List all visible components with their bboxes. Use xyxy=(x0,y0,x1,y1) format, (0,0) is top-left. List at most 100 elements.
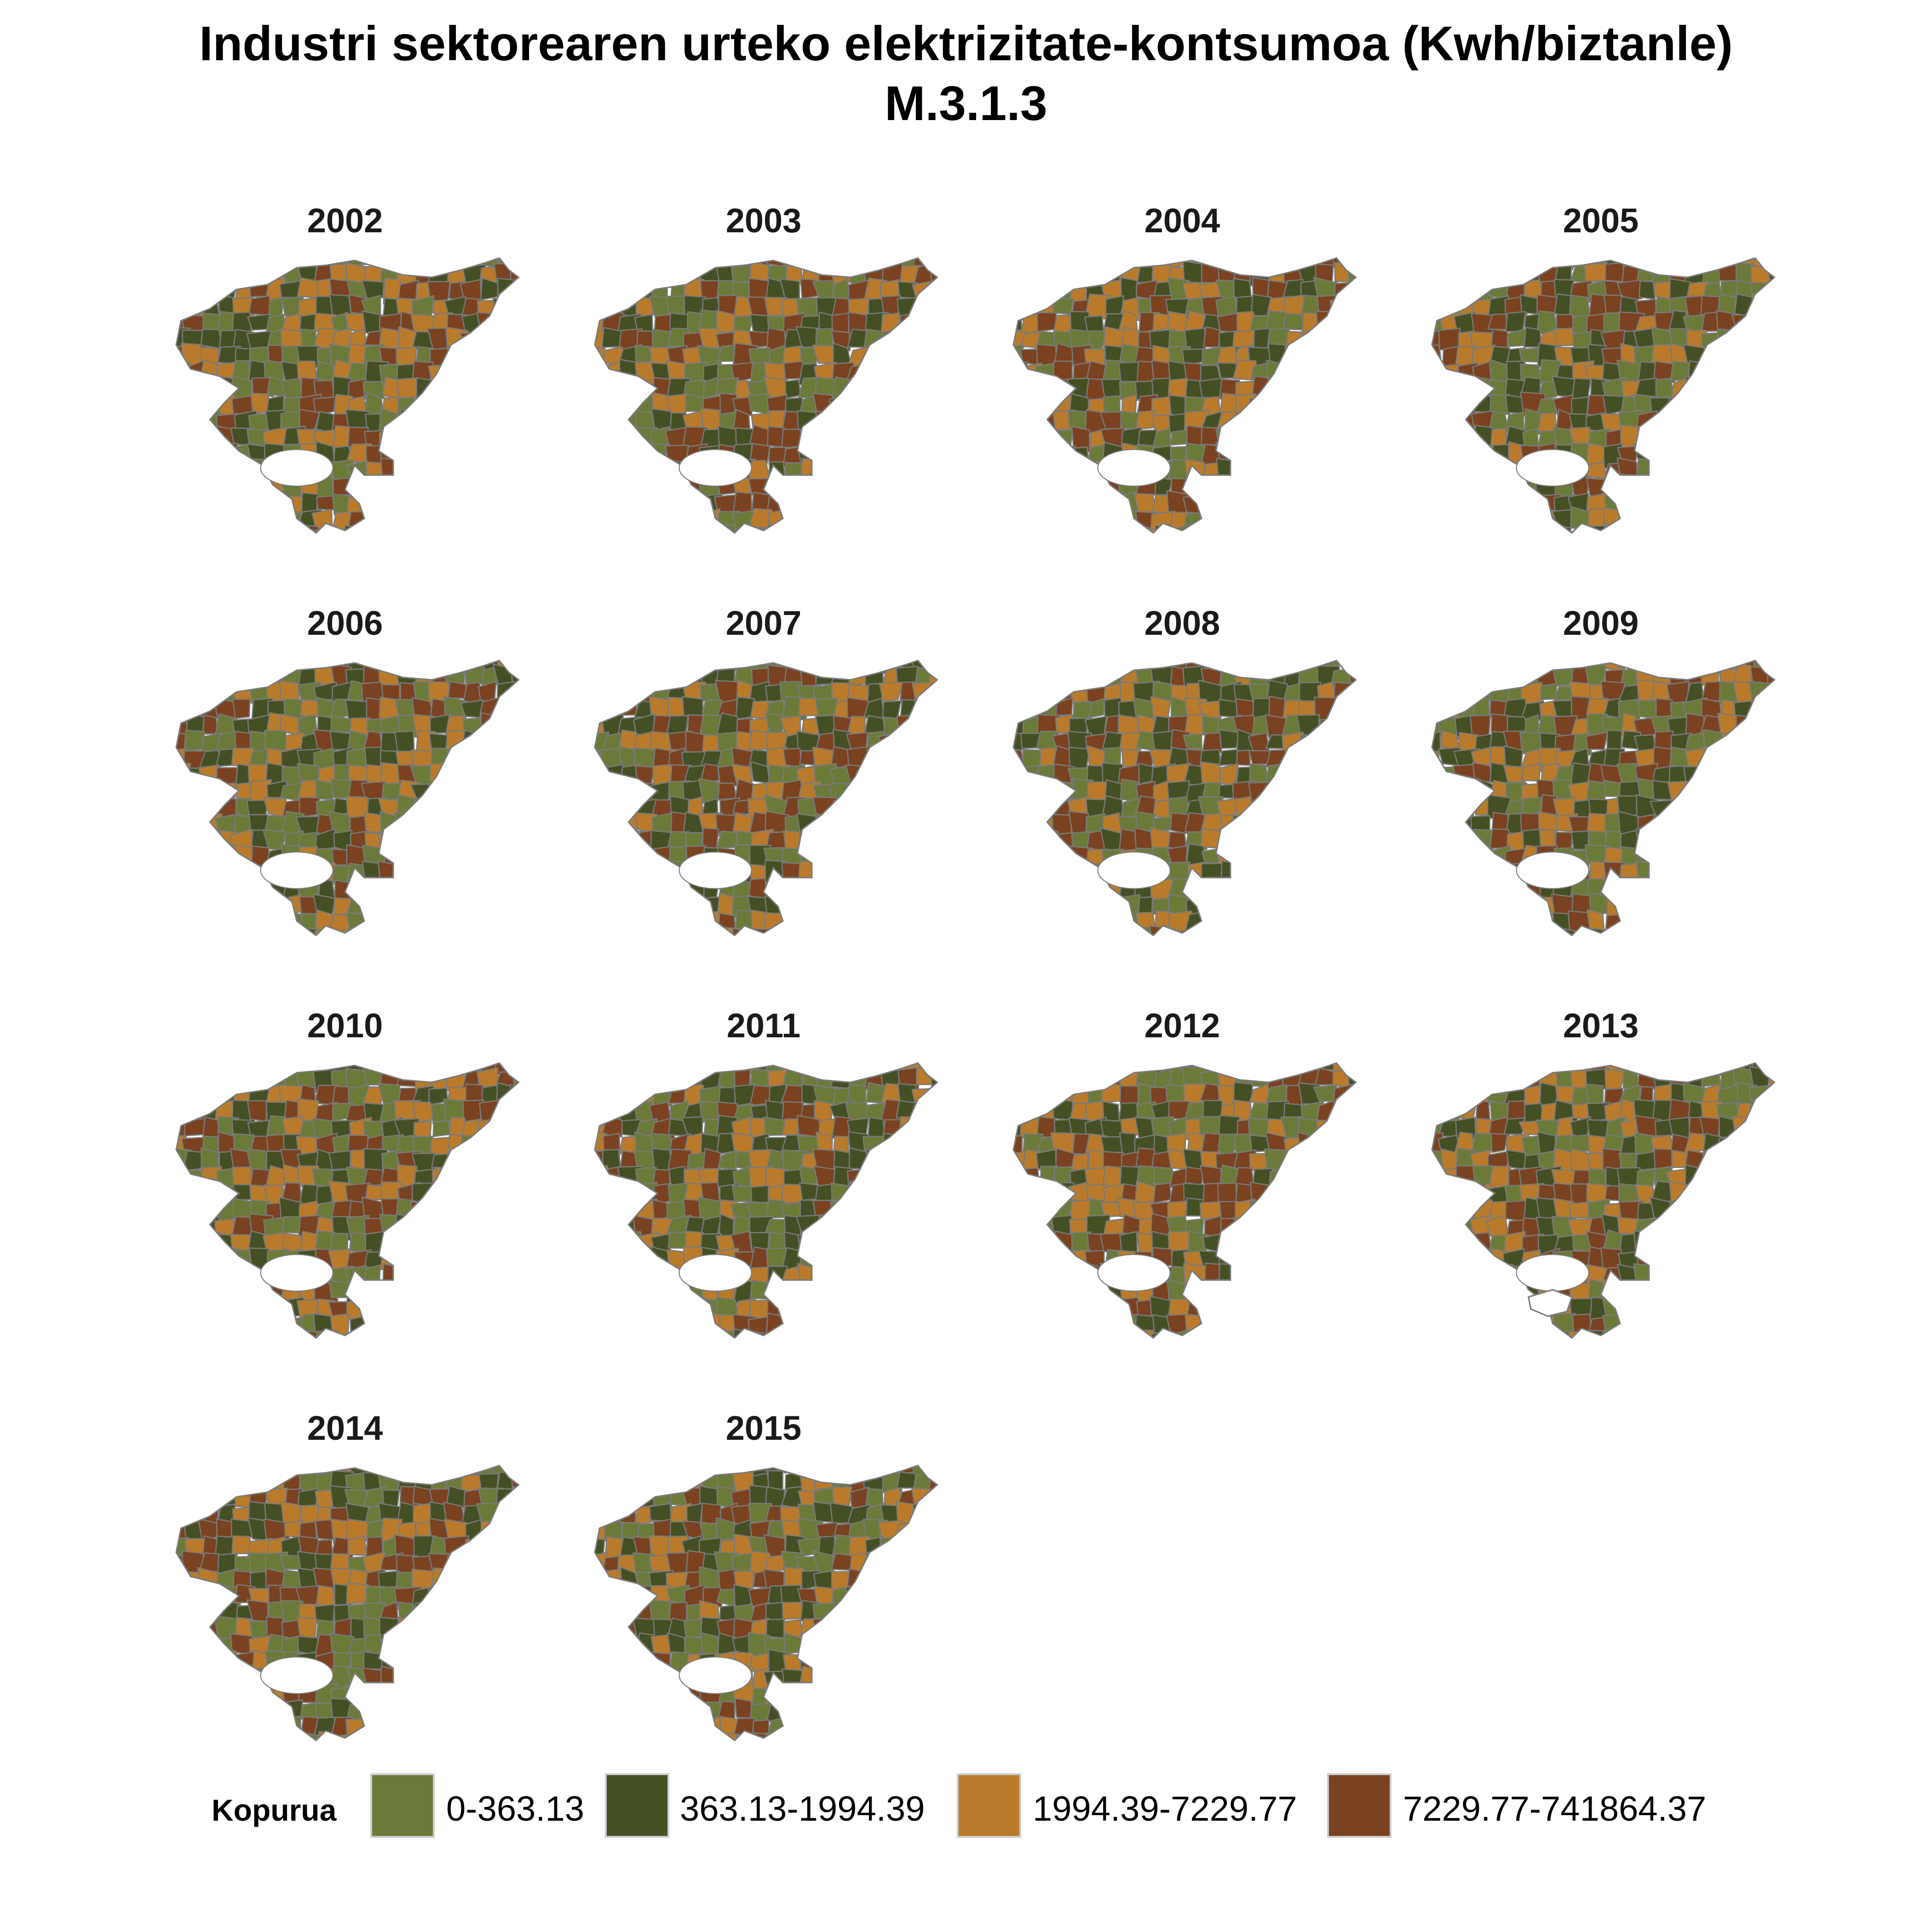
municipality-polygon xyxy=(898,862,920,884)
municipality-polygon xyxy=(330,1232,349,1252)
municipality-polygon xyxy=(1267,396,1288,419)
municipality-polygon xyxy=(152,394,174,414)
municipality-polygon xyxy=(600,811,623,837)
region-outline xyxy=(175,660,520,937)
municipality-polygon xyxy=(1296,1152,1323,1171)
municipality-polygon xyxy=(1365,281,1388,302)
municipality-polygon xyxy=(652,1346,672,1369)
municipality-polygon xyxy=(380,543,400,564)
municipality-polygon xyxy=(510,426,519,450)
municipality-polygon xyxy=(176,828,188,852)
municipality-polygon xyxy=(912,765,937,782)
municipality-polygon xyxy=(197,1329,224,1338)
municipality-polygon xyxy=(1218,509,1242,533)
municipality-polygon xyxy=(1013,511,1024,530)
municipality-polygon xyxy=(1432,846,1445,869)
municipality-polygon xyxy=(1732,910,1754,934)
municipality-polygon xyxy=(176,409,190,431)
municipality-polygon xyxy=(478,913,504,932)
municipality-polygon xyxy=(1013,928,1026,936)
municipality-polygon xyxy=(1054,490,1072,518)
municipality-polygon xyxy=(914,946,935,964)
municipality-polygon xyxy=(880,1164,906,1186)
municipality-polygon xyxy=(797,1263,820,1287)
municipality-polygon xyxy=(1334,360,1354,384)
municipality-polygon xyxy=(991,1230,1012,1254)
municipality-polygon xyxy=(184,778,207,803)
municipality-polygon xyxy=(1571,378,1592,400)
municipality-polygon xyxy=(1685,844,1707,865)
municipality-polygon xyxy=(1349,425,1356,449)
municipality-polygon xyxy=(730,264,752,283)
municipality-polygon xyxy=(447,1149,468,1173)
municipality-polygon xyxy=(1540,683,1558,700)
municipality-polygon xyxy=(880,861,904,885)
municipality-polygon xyxy=(181,262,205,287)
municipality-polygon xyxy=(766,930,787,936)
municipality-polygon xyxy=(602,1083,621,1105)
municipality-polygon xyxy=(464,494,486,515)
municipality-polygon xyxy=(618,1350,639,1369)
municipality-polygon xyxy=(531,896,548,914)
municipality-polygon xyxy=(1013,1233,1028,1256)
municipality-polygon xyxy=(1283,945,1303,963)
municipality-polygon xyxy=(989,397,1008,414)
municipality-polygon xyxy=(863,510,884,529)
map-gap xyxy=(678,851,752,889)
municipality-polygon xyxy=(1235,507,1259,533)
municipality-polygon xyxy=(616,682,642,703)
municipality-polygon xyxy=(1453,897,1478,919)
municipality-polygon xyxy=(846,660,873,670)
municipality-polygon xyxy=(463,444,487,467)
municipality-polygon xyxy=(619,1246,638,1269)
municipality-polygon xyxy=(595,460,608,484)
municipality-polygon xyxy=(1408,747,1425,767)
municipality-polygon xyxy=(462,877,484,900)
municipality-polygon xyxy=(897,409,920,432)
municipality-polygon xyxy=(1053,1069,1075,1092)
municipality-polygon xyxy=(1521,258,1541,270)
municipality-polygon xyxy=(447,1169,467,1187)
municipality-polygon xyxy=(1503,879,1529,903)
municipality-polygon xyxy=(1169,946,1190,966)
municipality-polygon xyxy=(412,911,435,932)
municipality-polygon xyxy=(881,745,902,772)
municipality-polygon xyxy=(1784,912,1805,936)
municipality-polygon xyxy=(446,1346,468,1370)
municipality-polygon xyxy=(684,896,705,918)
municipality-polygon xyxy=(479,378,500,398)
municipality-polygon xyxy=(1687,893,1706,920)
municipality-polygon xyxy=(785,878,805,902)
municipality-polygon xyxy=(460,1248,486,1269)
municipality-polygon xyxy=(218,1280,236,1305)
municipality-polygon xyxy=(1317,798,1339,817)
municipality-polygon xyxy=(1247,1217,1272,1238)
municipality-polygon xyxy=(249,894,272,919)
municipality-polygon xyxy=(769,410,785,430)
municipality-polygon xyxy=(1715,490,1739,512)
municipality-polygon xyxy=(832,1330,850,1338)
municipality-polygon xyxy=(1469,526,1495,533)
municipality-polygon xyxy=(1349,682,1356,707)
municipality-polygon xyxy=(527,831,546,851)
municipality-polygon xyxy=(1037,1279,1062,1304)
municipality-polygon xyxy=(1459,475,1475,500)
municipality-polygon xyxy=(735,543,755,562)
municipality-polygon xyxy=(1765,460,1775,483)
municipality-polygon xyxy=(1282,911,1305,935)
municipality-polygon xyxy=(1100,542,1126,563)
municipality-polygon xyxy=(1365,667,1385,684)
municipality-polygon xyxy=(176,880,190,902)
municipality-polygon xyxy=(1013,1247,1028,1270)
municipality-polygon xyxy=(1408,683,1427,703)
municipality-polygon xyxy=(1234,926,1255,936)
municipality-polygon xyxy=(1537,945,1557,967)
municipality-polygon xyxy=(866,1149,887,1169)
municipality-polygon xyxy=(1301,1196,1324,1220)
municipality-polygon xyxy=(1013,660,1026,670)
municipality-polygon xyxy=(378,894,402,919)
municipality-polygon xyxy=(1299,362,1323,382)
municipality-polygon xyxy=(176,1313,185,1338)
municipality-polygon xyxy=(494,346,517,364)
municipality-polygon xyxy=(765,1332,788,1338)
